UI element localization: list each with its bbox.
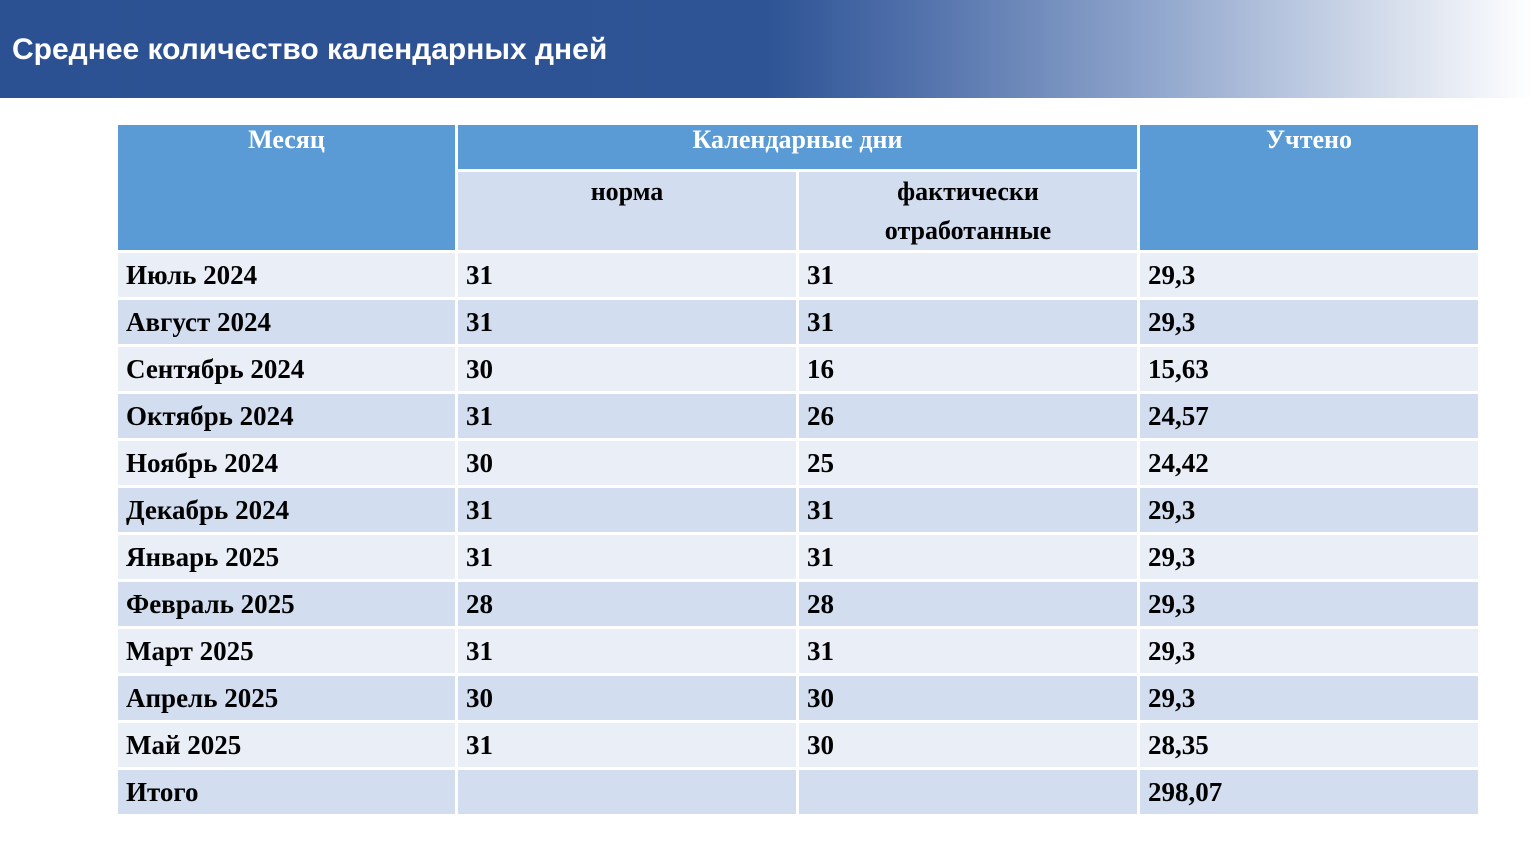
cell-month: Апрель 2025 [115,673,458,723]
cell-norm: 31 [455,485,799,535]
cell-month: Ноябрь 2024 [115,438,458,488]
cell-actual: 30 [796,720,1140,770]
cell-month: Август 2024 [115,297,458,347]
days-table: Месяц Календарные дни Учтено норма факти… [115,122,1481,817]
cell-counted: 29,3 [1137,532,1481,582]
cell-month: Февраль 2025 [115,579,458,629]
cell-norm: 30 [455,673,799,723]
cell-actual: 30 [796,673,1140,723]
cell-counted: 24,57 [1137,391,1481,441]
table-row: Апрель 2025 30 30 29,3 [115,673,1481,723]
cell-month: Март 2025 [115,626,458,676]
cell-counted: 29,3 [1137,673,1481,723]
cell-counted: 29,3 [1137,626,1481,676]
cell-norm: 31 [455,720,799,770]
cell-norm: 31 [455,626,799,676]
table-total-row: Итого 298,07 [115,767,1481,817]
cell-month: Июль 2024 [115,250,458,300]
cell-actual: 16 [796,344,1140,394]
cell-month: Январь 2025 [115,532,458,582]
cell-actual: 26 [796,391,1140,441]
cell-total-label: Итого [115,767,458,817]
header-calendar-days: Календарные дни [455,122,1140,172]
cell-counted: 24,42 [1137,438,1481,488]
cell-actual: 31 [796,250,1140,300]
table-row: Май 2025 31 30 28,35 [115,720,1481,770]
table-row: Сентябрь 2024 30 16 15,63 [115,344,1481,394]
cell-month: Сентябрь 2024 [115,344,458,394]
table-header-row: Месяц Календарные дни Учтено [115,122,1481,253]
cell-actual: 28 [796,579,1140,629]
cell-norm: 31 [455,391,799,441]
cell-counted: 29,3 [1137,250,1481,300]
header-counted: Учтено [1137,122,1481,253]
cell-actual: 31 [796,485,1140,535]
cell-norm: 31 [455,250,799,300]
cell-total-actual [796,767,1140,817]
cell-counted: 15,63 [1137,344,1481,394]
cell-total-counted: 298,07 [1137,767,1481,817]
table-row: Январь 2025 31 31 29,3 [115,532,1481,582]
cell-actual: 31 [796,626,1140,676]
header-actual-line2: отработанные [884,216,1052,245]
page-title: Среднее количество календарных дней [12,33,608,66]
cell-norm: 30 [455,344,799,394]
table-row: Февраль 2025 28 28 29,3 [115,579,1481,629]
cell-month: Май 2025 [115,720,458,770]
cell-norm: 31 [455,532,799,582]
cell-month: Декабрь 2024 [115,485,458,535]
table-row: Ноябрь 2024 30 25 24,42 [115,438,1481,488]
table-row: Декабрь 2024 31 31 29,3 [115,485,1481,535]
cell-total-norm [455,767,799,817]
table-row: Март 2025 31 31 29,3 [115,626,1481,676]
title-bar: Среднее количество календарных дней [0,0,1533,98]
cell-actual: 31 [796,297,1140,347]
cell-month: Октябрь 2024 [115,391,458,441]
cell-actual: 31 [796,532,1140,582]
cell-counted: 29,3 [1137,485,1481,535]
table-row: Август 2024 31 31 29,3 [115,297,1481,347]
cell-counted: 29,3 [1137,579,1481,629]
cell-norm: 28 [455,579,799,629]
header-actual: фактически отработанные [796,169,1140,253]
cell-norm: 31 [455,297,799,347]
table-subheader-row: норма фактически отработанные [117,169,1480,253]
cell-actual: 25 [796,438,1140,488]
header-actual-line1: фактически [897,177,1039,206]
header-norm: норма [455,169,799,253]
cell-counted: 29,3 [1137,297,1481,347]
table-row: Октябрь 2024 31 26 24,57 [115,391,1481,441]
table-row: Июль 2024 31 31 29,3 [115,250,1481,300]
header-month: Месяц [115,122,458,253]
cell-counted: 28,35 [1137,720,1481,770]
cell-norm: 30 [455,438,799,488]
